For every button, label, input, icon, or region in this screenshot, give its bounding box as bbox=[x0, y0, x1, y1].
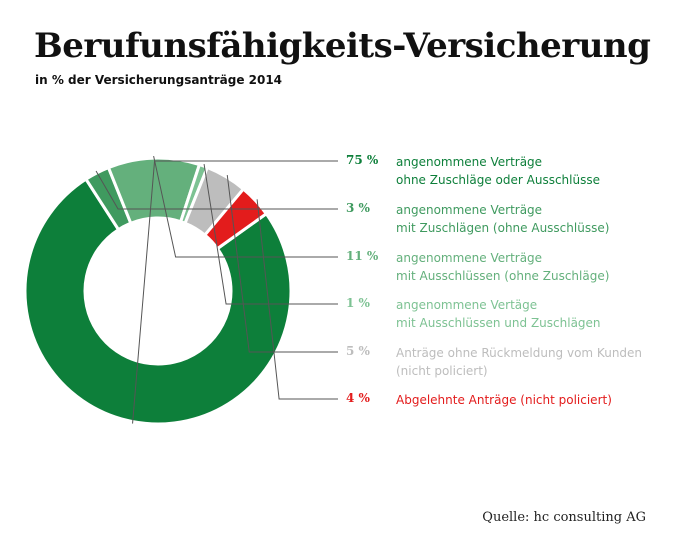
legend-item: 5 % Anträge ohne Rückmeldung vom Kunden (n… bbox=[346, 344, 666, 384]
leader-line-4 bbox=[203, 164, 338, 305]
source-note: Quelle: hc consulting AG bbox=[482, 510, 646, 525]
slice-category-label: angenommene Verträge ohne Zuschläge oder … bbox=[396, 155, 600, 187]
leader-lines bbox=[95, 155, 338, 424]
slice-category-label: Abgelehnte Anträge (nicht policiert) bbox=[396, 393, 612, 407]
leader-line-2 bbox=[95, 170, 338, 210]
leader-line-3 bbox=[153, 155, 338, 258]
slice-category-label: angenommene Verträge mit Zuschlägen (ohne… bbox=[396, 203, 610, 235]
leader-line-5 bbox=[226, 175, 338, 353]
slice-percent-label: 75 % bbox=[346, 153, 379, 167]
slice-percent-label: 11 % bbox=[346, 249, 379, 263]
slice-percent-label: 3 % bbox=[346, 201, 370, 215]
legend-item: 1 % angenommene Vertäge mit Ausschlüssen u… bbox=[346, 296, 666, 336]
slice-percent-label: 1 % bbox=[346, 296, 370, 310]
slice-category-label: angenommene Verträge mit Ausschlüssen (oh… bbox=[396, 251, 610, 283]
chart-subtitle: in % der Versicherungsanträge 2014 bbox=[35, 73, 283, 87]
legend-item: 3 % angenommene Verträge mit Zuschlägen (o… bbox=[346, 201, 666, 241]
donut-slices bbox=[23, 156, 293, 426]
chart-title: Berufunsfähigkeits-Versicherung bbox=[34, 26, 651, 66]
slice-percent-label: 5 % bbox=[346, 344, 370, 358]
donut-slice-1 bbox=[23, 177, 293, 426]
slice-category-label: angenommene Vertäge mit Ausschlüssen und … bbox=[396, 298, 601, 330]
legend-item: 4 % Abgelehnte Anträge (nicht policiert) bbox=[346, 391, 666, 431]
slice-category-label: Anträge ohne Rückmeldung vom Kunden (nich… bbox=[396, 346, 643, 378]
leader-line-6 bbox=[256, 199, 338, 400]
slice-percent-label: 4 % bbox=[346, 391, 370, 405]
legend-item: 11 % angenommene Verträge mit Ausschlüssen… bbox=[346, 249, 666, 289]
legend-item: 75 % angenommene Verträge ohne Zuschläge o… bbox=[346, 153, 666, 193]
